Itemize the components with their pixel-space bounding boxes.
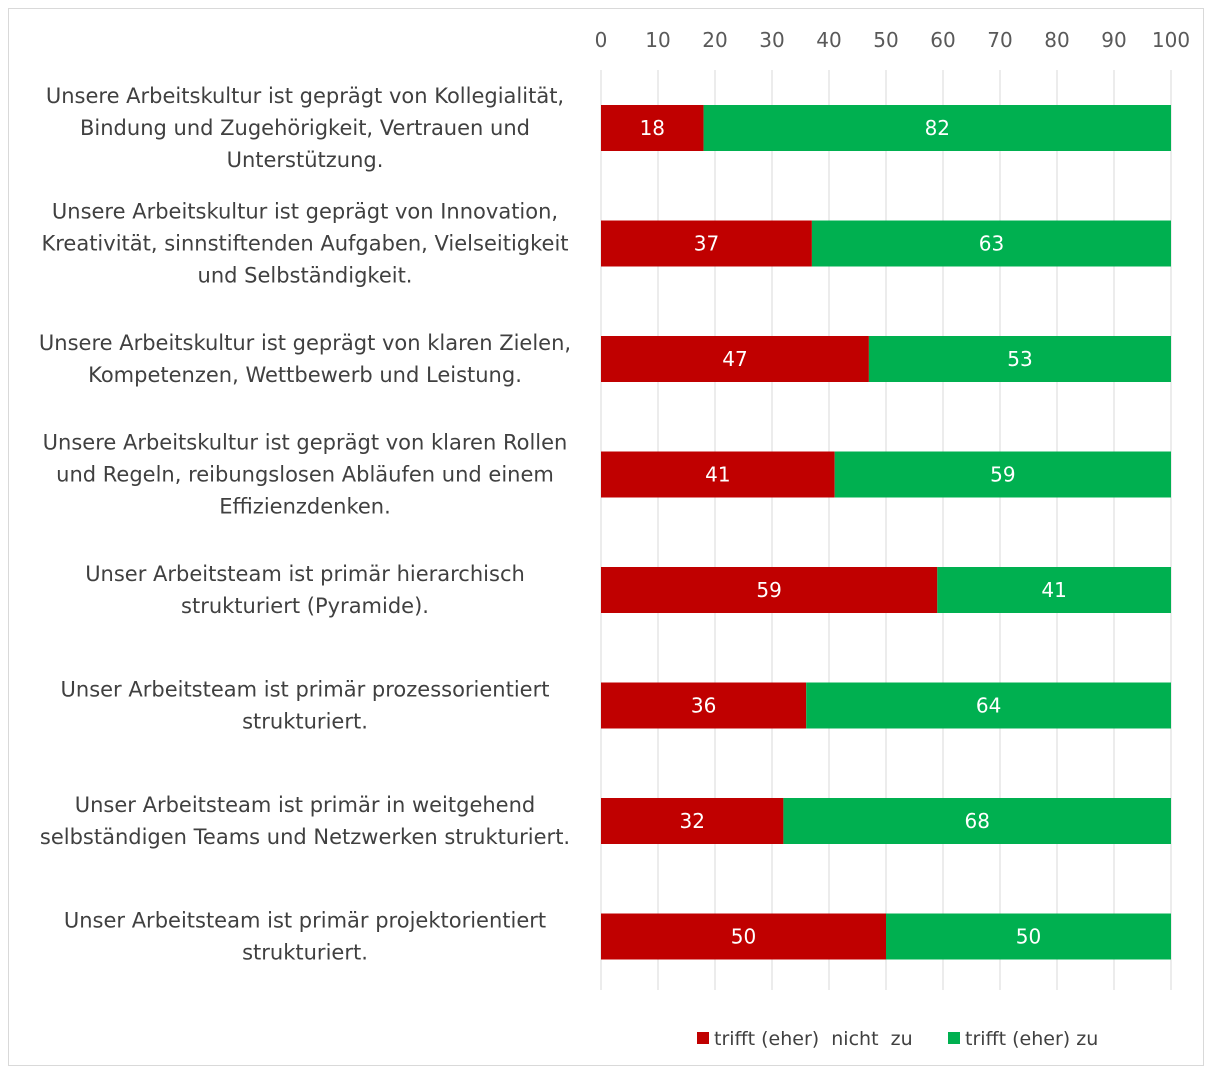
data-label: 18 (640, 116, 665, 140)
category-label-line: und Regeln, reibungslosen Abläufen und e… (56, 463, 554, 487)
data-label: 50 (1016, 925, 1041, 949)
tick-label: 90 (1101, 28, 1126, 52)
axis-ticks: 0 10 20 30 40 50 60 70 80 90 100 (595, 28, 1190, 52)
category-label-line: Unser Arbeitsteam ist primär projektorie… (64, 909, 546, 933)
legend-label: trifft (eher) nicht zu (714, 1028, 913, 1050)
category-labels: Unsere Arbeitskultur ist geprägt von Kol… (39, 84, 571, 965)
bar-segment (868, 336, 1171, 382)
bar-segment (601, 105, 704, 151)
bar-segment (703, 105, 1171, 151)
legend-label: trifft (eher) zu (965, 1028, 1098, 1050)
tick-label: 60 (930, 28, 955, 52)
data-label: 59 (756, 578, 781, 602)
bars: 18 82 37 63 47 53 41 59 59 41 36 64 32 68 50 50 (601, 105, 1171, 960)
legend: trifft (eher) nicht zu trifft (eher) zu (697, 1028, 1098, 1050)
bar-segment (601, 336, 869, 382)
category-label-line: Unsere Arbeitskultur ist geprägt von Kol… (46, 84, 564, 108)
bar-segment (937, 567, 1171, 613)
tick-label: 70 (987, 28, 1012, 52)
category-label-line: Unterstützung. (227, 148, 384, 172)
bar-segment (601, 913, 886, 960)
bar-segment (834, 451, 1171, 498)
bar-segment (783, 798, 1171, 844)
legend-swatch (697, 1032, 709, 1044)
tick-label: 50 (873, 28, 898, 52)
category-label: Unsere Arbeitskultur ist geprägt von Inn… (41, 200, 568, 288)
tick-label: 80 (1044, 28, 1069, 52)
data-label: 32 (679, 809, 704, 833)
category-label: Unsere Arbeitskultur ist geprägt von kla… (39, 331, 571, 387)
category-label-line: Unsere Arbeitskultur ist geprägt von Inn… (52, 200, 558, 224)
category-label: Unser Arbeitsteam ist primär prozessorie… (61, 678, 550, 734)
data-label: 41 (705, 463, 730, 487)
bar-segment (601, 220, 812, 267)
tick-label: 10 (645, 28, 670, 52)
data-label: 53 (1007, 347, 1032, 371)
category-label-line: strukturiert. (242, 710, 368, 734)
data-label: 36 (691, 694, 716, 718)
category-label-line: und Selbständigkeit. (198, 264, 413, 288)
data-label: 59 (990, 463, 1015, 487)
data-label: 64 (976, 694, 1001, 718)
data-label: 63 (979, 232, 1004, 256)
category-label-line: Unser Arbeitsteam ist primär in weitgehe… (75, 793, 535, 817)
bar-segment (886, 913, 1171, 960)
data-label: 50 (731, 925, 756, 949)
category-label-line: Kreativität, sinnstiftenden Aufgaben, Vi… (41, 232, 568, 256)
category-label: Unser Arbeitsteam ist primär projektorie… (64, 909, 546, 965)
data-label: 37 (694, 232, 719, 256)
data-label: 82 (925, 116, 950, 140)
tick-label: 0 (595, 28, 608, 52)
bar-segment (811, 220, 1171, 267)
category-label-line: Effizienzdenken. (219, 495, 391, 519)
category-label-line: Unsere Arbeitskultur ist geprägt von kla… (39, 331, 571, 355)
category-label-line: Bindung und Zugehörigkeit, Vertrauen und (80, 116, 530, 140)
category-label-line: Kompetenzen, Wettbewerb und Leistung. (88, 363, 522, 387)
chart-frame (8, 8, 1204, 1066)
tick-label: 20 (702, 28, 727, 52)
bar-segment (601, 451, 835, 498)
category-label-line: Unser Arbeitsteam ist primär hierarchisc… (85, 562, 525, 586)
category-label-line: strukturiert (Pyramide). (181, 594, 429, 618)
bar-segment (806, 682, 1171, 729)
data-label: 41 (1041, 578, 1066, 602)
data-label: 47 (722, 347, 747, 371)
category-label-line: Unsere Arbeitskultur ist geprägt von kla… (43, 431, 568, 455)
data-label: 68 (964, 809, 989, 833)
gridlines (600, 70, 1172, 990)
category-label-line: selbständigen Teams und Netzwerken struk… (40, 825, 570, 849)
category-label-line: Unser Arbeitsteam ist primär prozessorie… (61, 678, 550, 702)
legend-swatch (948, 1032, 960, 1044)
bar-segment (601, 567, 938, 613)
bar-segment (601, 682, 807, 729)
bar-segment (601, 798, 784, 844)
category-label-line: strukturiert. (242, 941, 368, 965)
category-label: Unsere Arbeitskultur ist geprägt von kla… (43, 431, 568, 519)
tick-label: 30 (759, 28, 784, 52)
tick-label: 100 (1152, 28, 1190, 52)
category-label: Unser Arbeitsteam ist primär hierarchisc… (85, 562, 525, 618)
category-label: Unsere Arbeitskultur ist geprägt von Kol… (46, 84, 564, 172)
category-label: Unser Arbeitsteam ist primär in weitgehe… (40, 793, 570, 849)
tick-label: 40 (816, 28, 841, 52)
